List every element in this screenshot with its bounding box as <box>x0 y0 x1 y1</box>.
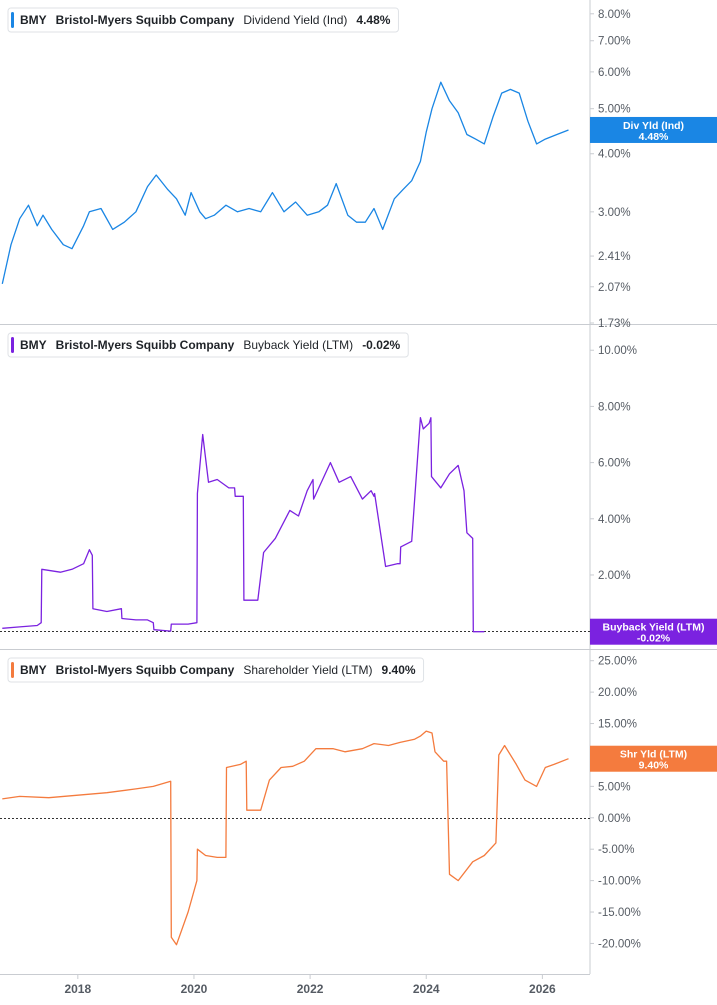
y-tick-label: 6.00% <box>598 458 631 470</box>
y-tick-label: 5.00% <box>598 104 631 116</box>
current-value-badge: Shr Yld (LTM)9.40% <box>590 745 717 772</box>
y-tick-label: -15.00% <box>598 907 641 919</box>
badge-background <box>590 745 717 772</box>
y-tick-label: 15.00% <box>598 719 637 731</box>
y-tick-label: 25.00% <box>598 656 637 668</box>
y-tick-label: 2.00% <box>598 570 631 582</box>
legend-box <box>7 332 409 358</box>
legend-metric: Dividend Yield (Ind) <box>243 13 347 27</box>
y-tick-label: 4.00% <box>598 514 631 526</box>
y-tick-label: 4.00% <box>598 149 631 161</box>
legend-value: 4.48% <box>356 13 390 27</box>
legend[interactable]: BMY Bristol-Myers Squibb Company Dividend … <box>7 7 399 33</box>
y-tick-label: 8.00% <box>598 401 631 413</box>
y-tick-label: 5.00% <box>598 781 631 793</box>
current-value-badge: Buyback Yield (LTM)-0.02% <box>590 618 717 645</box>
y-tick-label: 20.00% <box>598 687 637 699</box>
legend-box <box>7 7 399 33</box>
legend-company: Bristol-Myers Squibb Company <box>56 338 235 352</box>
x-tick-label: 2022 <box>297 982 324 996</box>
badge-value: 9.40% <box>639 760 669 772</box>
badge-value: -0.02% <box>637 633 671 645</box>
legend-metric: Buyback Yield (LTM) <box>243 338 353 352</box>
legend-ticker: BMY <box>20 663 47 677</box>
panel-3: 25.00%20.00%15.00%10.00%5.00%0.00%-5.00%… <box>0 656 717 950</box>
y-tick-label: 6.00% <box>598 67 631 79</box>
legend[interactable]: BMY Bristol-Myers Squibb Company Sharehold… <box>7 657 425 683</box>
x-tick-label: 2018 <box>64 982 91 996</box>
legend-metric: Shareholder Yield (LTM) <box>243 663 372 677</box>
legend-color-swatch <box>11 662 14 678</box>
badge-label: Shr Yld (LTM) <box>620 749 687 761</box>
legend-ticker: BMY <box>20 338 47 352</box>
y-tick-label: 0.00% <box>598 813 631 825</box>
legend-ticker: BMY <box>20 13 47 27</box>
y-tick-label: 2.41% <box>598 251 631 263</box>
series-line-buyback-yield-ltm <box>2 417 485 633</box>
legend-value: -0.02% <box>362 338 400 352</box>
x-tick-label: 2020 <box>181 982 208 996</box>
y-tick-label: 1.73% <box>598 318 631 330</box>
y-tick-label: 7.00% <box>598 36 631 48</box>
legend-value: 9.40% <box>382 663 416 677</box>
y-tick-label: -5.00% <box>598 844 634 856</box>
legend-box <box>7 657 425 683</box>
y-tick-label: 2.07% <box>598 282 631 294</box>
badge-label: Buyback Yield (LTM) <box>603 622 705 634</box>
y-tick-label: -10.00% <box>598 876 641 888</box>
y-tick-label: 8.00% <box>598 9 631 21</box>
x-tick-label: 2026 <box>529 982 556 996</box>
legend-color-swatch <box>11 337 14 353</box>
panel-1: 9.00%8.00%7.00%6.00%5.00%4.00%3.00%2.41%… <box>0 7 717 330</box>
legend-color-swatch <box>11 12 14 28</box>
badge-background <box>590 618 717 645</box>
badge-label: Div Yld (Ind) <box>623 120 684 132</box>
series-line-dividend-yield-ind <box>1 81 569 285</box>
x-tick-label: 2024 <box>413 982 440 996</box>
series-line-shareholder-yield-ltm <box>2 730 569 946</box>
y-tick-label: 3.00% <box>598 207 631 219</box>
legend[interactable]: BMY Bristol-Myers Squibb Company Buyback Y… <box>7 332 409 358</box>
legend-company: Bristol-Myers Squibb Company <box>56 663 235 677</box>
panel-2: 10.00% 8.00% 6.00% 4.00% 2.00% BMY Bristol-Mye… <box>0 332 717 650</box>
badge-background <box>590 116 717 143</box>
current-value-badge: Div Yld (Ind)4.48% <box>590 116 717 143</box>
y-tick-label: -20.00% <box>598 938 641 950</box>
legend-company: Bristol-Myers Squibb Company <box>56 13 235 27</box>
badge-value: 4.48% <box>639 131 669 143</box>
y-tick-label: 10.00% <box>598 345 637 357</box>
